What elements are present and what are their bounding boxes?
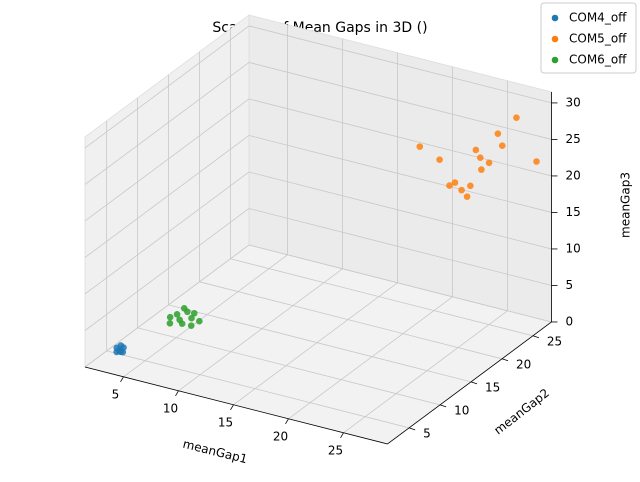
tick-mark — [340, 432, 344, 438]
point — [166, 313, 174, 321]
tick-label: 10 — [163, 401, 178, 415]
point — [451, 179, 459, 186]
tick-label: 5 — [566, 278, 574, 292]
point — [463, 193, 471, 200]
grid-line — [106, 350, 410, 429]
grid-line — [248, 62, 552, 140]
point — [476, 154, 484, 161]
grid-line — [288, 296, 453, 420]
tick-label: 0 — [566, 314, 574, 328]
grid-line — [137, 327, 441, 406]
grid-line — [230, 258, 534, 337]
grid-line — [248, 171, 552, 250]
point — [196, 317, 203, 325]
point — [188, 314, 195, 322]
tick-label: 5 — [112, 387, 120, 401]
tick-mark — [439, 404, 447, 408]
x-axis-line — [84, 366, 388, 445]
tick-label: 20 — [273, 429, 288, 443]
tick-mark — [470, 381, 478, 385]
y-axis-label: meanGap2 — [491, 386, 552, 438]
legend-marker — [551, 14, 559, 22]
tick-mark — [501, 358, 509, 362]
grid-line — [168, 304, 472, 383]
grid-line — [84, 244, 250, 368]
tick-label: 20 — [566, 168, 581, 182]
grid-line — [248, 98, 552, 177]
point — [178, 320, 186, 327]
tick-label: 30 — [566, 95, 581, 109]
legend-marker — [551, 35, 559, 43]
tick-label: 20 — [516, 357, 531, 371]
tick-label: 5 — [423, 426, 431, 440]
point — [187, 322, 195, 330]
point — [446, 182, 453, 189]
tick-mark — [120, 376, 124, 383]
tick-label: 25 — [547, 334, 562, 348]
grid-line — [233, 282, 398, 406]
point — [166, 319, 174, 327]
tick-label: 25 — [328, 443, 343, 457]
grid-line — [84, 135, 250, 258]
grid-line — [199, 281, 503, 360]
grid-line — [84, 171, 250, 295]
grid-line — [123, 254, 288, 378]
grid-line — [248, 135, 552, 213]
point — [436, 156, 443, 164]
grid-line — [248, 208, 552, 286]
point — [416, 143, 424, 150]
point — [458, 186, 465, 194]
point — [190, 309, 198, 317]
point — [478, 166, 485, 173]
y-axis-line — [387, 321, 552, 445]
grid-line — [84, 62, 250, 185]
legend-label: COM4_off — [569, 11, 627, 25]
tick-label: 15 — [566, 205, 581, 219]
tick-mark — [409, 427, 416, 431]
legend-box — [540, 2, 637, 74]
tick-label: 10 — [454, 403, 469, 417]
point — [173, 311, 181, 318]
tick-label: 25 — [566, 132, 581, 146]
tick-mark — [175, 390, 179, 397]
point — [472, 146, 480, 154]
point — [113, 344, 121, 352]
x-axis-label: meanGap1 — [181, 437, 248, 467]
point — [533, 158, 540, 165]
grid-line — [248, 25, 552, 104]
legend-label: COM6_off — [569, 53, 627, 67]
tick-mark — [230, 404, 234, 410]
tick-mark — [532, 335, 540, 339]
tick-label: 10 — [566, 241, 581, 255]
point — [180, 304, 188, 312]
z-axis-label: meanGap3 — [619, 172, 633, 238]
point — [467, 182, 474, 190]
point — [485, 159, 493, 167]
tick-mark — [285, 418, 289, 424]
grid-line — [178, 268, 343, 392]
point — [513, 114, 520, 121]
grid-line — [248, 244, 552, 323]
point — [498, 142, 506, 150]
tick-label: 15 — [485, 380, 500, 394]
point — [494, 130, 502, 137]
legend-marker — [551, 56, 559, 64]
tick-label: 15 — [218, 415, 233, 429]
legend-label: COM5_off — [569, 32, 627, 46]
grid-line — [343, 310, 508, 434]
grid-line — [84, 98, 250, 222]
grid-line — [84, 25, 250, 149]
grid-line — [84, 208, 250, 331]
